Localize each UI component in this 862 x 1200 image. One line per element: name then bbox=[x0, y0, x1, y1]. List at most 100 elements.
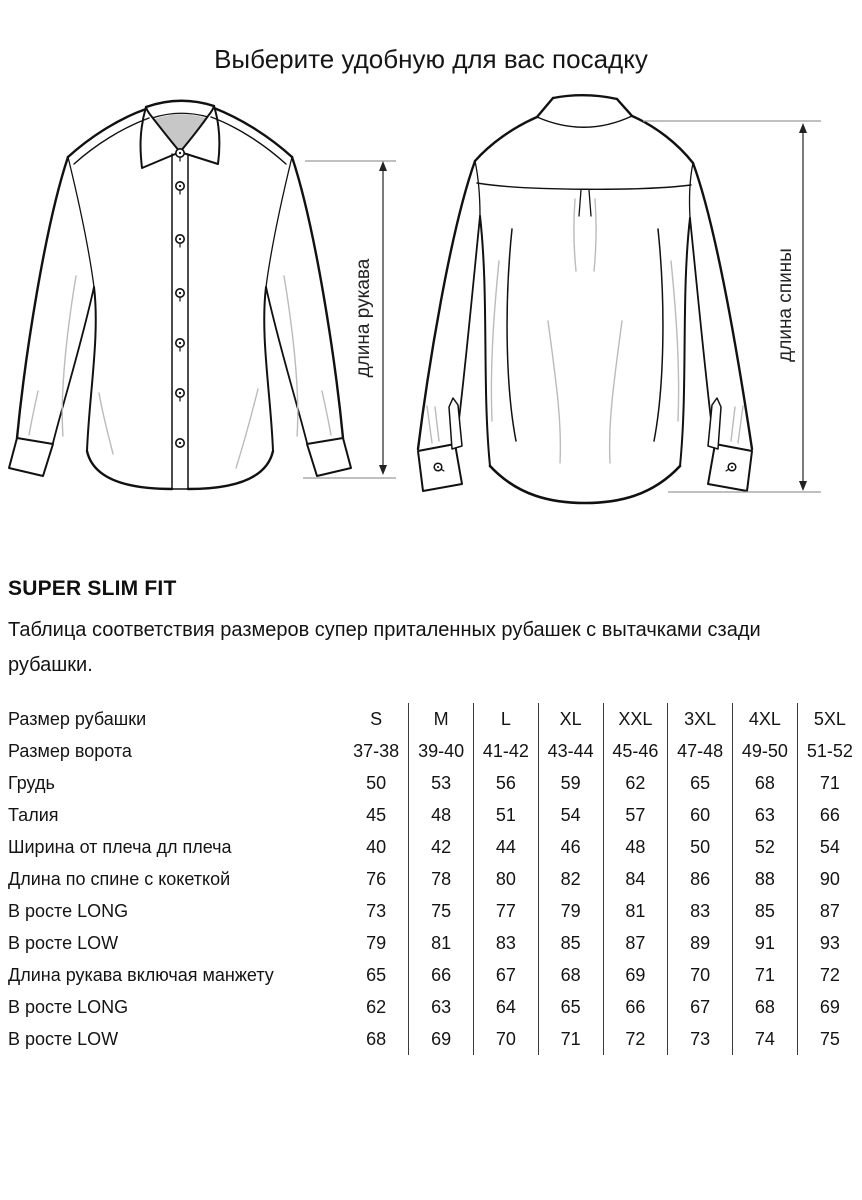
button-placket bbox=[171, 153, 189, 490]
table-row: Талия 45 48 51 54 57 60 63 66 bbox=[0, 799, 862, 831]
shirt-back-drawing bbox=[416, 94, 754, 505]
size-cell: 41-42 bbox=[473, 735, 539, 767]
row-label: Размер рубашки bbox=[8, 708, 147, 729]
size-cell: 51 bbox=[473, 799, 539, 831]
row-label: Грудь bbox=[8, 772, 55, 793]
size-cell: S bbox=[370, 708, 383, 729]
size-cell: 68 bbox=[537, 959, 603, 991]
button bbox=[175, 234, 186, 248]
size-cell: 73 bbox=[667, 1023, 733, 1055]
cuff-buttons bbox=[433, 462, 737, 472]
row-label: В росте LONG bbox=[8, 900, 129, 921]
size-cell: 79 bbox=[537, 895, 603, 927]
size-cell: 56 bbox=[473, 767, 539, 799]
yoke-seam bbox=[476, 182, 692, 190]
size-cell: 52 bbox=[732, 831, 798, 863]
button bbox=[175, 181, 186, 195]
size-cell: 71 bbox=[537, 1023, 603, 1055]
size-cell: 69 bbox=[408, 1023, 474, 1055]
table-row: Длина по спине с кокеткой 76 78 80 82 84 86 88 9… bbox=[0, 863, 862, 895]
size-cell: 53 bbox=[408, 767, 474, 799]
table-row: В росте LONG 62 63 64 65 66 67 68 69 bbox=[0, 991, 862, 1023]
size-cell: 70 bbox=[667, 959, 733, 991]
size-cell: 63 bbox=[732, 799, 798, 831]
size-cell: 44 bbox=[473, 831, 539, 863]
size-cell: 71 bbox=[796, 767, 862, 799]
size-cell: 45-46 bbox=[602, 735, 668, 767]
size-cell: 68 bbox=[366, 1028, 387, 1049]
table-row: Размер рубашки S M L XL XXL 3XL 4XL 5XL bbox=[0, 703, 862, 735]
size-cell: 89 bbox=[667, 927, 733, 959]
size-cell: 69 bbox=[796, 991, 862, 1023]
table-row: Размер ворота 37-38 39-40 41-42 43-44 45-46 47… bbox=[0, 735, 862, 767]
size-cell: 72 bbox=[602, 1023, 668, 1055]
table-row: В росте LOW 79 81 83 85 87 89 91 93 bbox=[0, 927, 862, 959]
size-cell: 3XL bbox=[667, 703, 733, 735]
size-cell: 90 bbox=[796, 863, 862, 895]
size-cell: 57 bbox=[602, 799, 668, 831]
size-cell: 81 bbox=[408, 927, 474, 959]
size-cell: 70 bbox=[473, 1023, 539, 1055]
size-cell: 82 bbox=[537, 863, 603, 895]
size-cell: 64 bbox=[473, 991, 539, 1023]
button bbox=[175, 288, 186, 302]
size-cell: 62 bbox=[366, 996, 387, 1017]
sleeve-placket-right bbox=[707, 397, 722, 450]
size-cell: 46 bbox=[537, 831, 603, 863]
size-cell: 66 bbox=[408, 959, 474, 991]
table-row: Длина рукава включая манжету 65 66 67 68 69 70… bbox=[0, 959, 862, 991]
size-cell: 45 bbox=[366, 804, 387, 825]
button bbox=[175, 147, 186, 162]
back-length-label: длина спины bbox=[775, 248, 796, 362]
size-cell: 72 bbox=[796, 959, 862, 991]
size-cell: 54 bbox=[796, 831, 862, 863]
size-cell: 85 bbox=[537, 927, 603, 959]
size-table: Размер рубашки S M L XL XXL 3XL 4XL 5XL Размер во… bbox=[0, 703, 862, 1055]
button bbox=[175, 387, 186, 402]
page-title: Выберите удобную для вас посадку bbox=[214, 44, 648, 74]
row-label: Ширина от плеча дл плеча bbox=[8, 836, 232, 857]
size-cell: 83 bbox=[473, 927, 539, 959]
size-cell: 79 bbox=[366, 932, 387, 953]
size-cell: 60 bbox=[667, 799, 733, 831]
row-label: Длина по спине с кокеткой bbox=[8, 868, 231, 889]
size-cell: 59 bbox=[537, 767, 603, 799]
button bbox=[175, 338, 186, 352]
size-cell: 67 bbox=[473, 959, 539, 991]
size-cell: 50 bbox=[366, 772, 387, 793]
size-cell: 66 bbox=[602, 991, 668, 1023]
table-row: Ширина от плеча дл плеча 40 42 44 46 48 50 52 54 bbox=[0, 831, 862, 863]
size-cell: 49-50 bbox=[732, 735, 798, 767]
size-cell: 93 bbox=[796, 927, 862, 959]
size-cell: 87 bbox=[796, 895, 862, 927]
size-cell: 69 bbox=[602, 959, 668, 991]
size-cell: 65 bbox=[667, 767, 733, 799]
size-cell: 66 bbox=[796, 799, 862, 831]
size-cell: 76 bbox=[366, 868, 387, 889]
back-fold-lines bbox=[426, 198, 744, 464]
row-label: Талия bbox=[8, 804, 59, 825]
size-cell: 73 bbox=[366, 900, 387, 921]
size-cell: 91 bbox=[732, 927, 798, 959]
back-length-dimension-arrow: длина спины bbox=[643, 120, 821, 493]
front-left-cuff bbox=[8, 437, 54, 477]
size-cell: 71 bbox=[732, 959, 798, 991]
size-cell: 83 bbox=[667, 895, 733, 927]
size-cell: 47-48 bbox=[667, 735, 733, 767]
size-cell: 5XL bbox=[796, 703, 862, 735]
size-cell: 85 bbox=[732, 895, 798, 927]
size-cell: 65 bbox=[366, 964, 387, 985]
size-cell: 48 bbox=[408, 799, 474, 831]
size-cell: 74 bbox=[732, 1023, 798, 1055]
row-label: В росте LONG bbox=[8, 996, 129, 1017]
size-cell: 84 bbox=[602, 863, 668, 895]
size-cell: 80 bbox=[473, 863, 539, 895]
size-cell: 4XL bbox=[732, 703, 798, 735]
row-label: В росте LOW bbox=[8, 1028, 119, 1049]
size-cell: 54 bbox=[537, 799, 603, 831]
front-fold-lines bbox=[28, 275, 332, 469]
box-pleat bbox=[578, 189, 592, 217]
size-cell: L bbox=[473, 703, 539, 735]
size-cell: 62 bbox=[602, 767, 668, 799]
